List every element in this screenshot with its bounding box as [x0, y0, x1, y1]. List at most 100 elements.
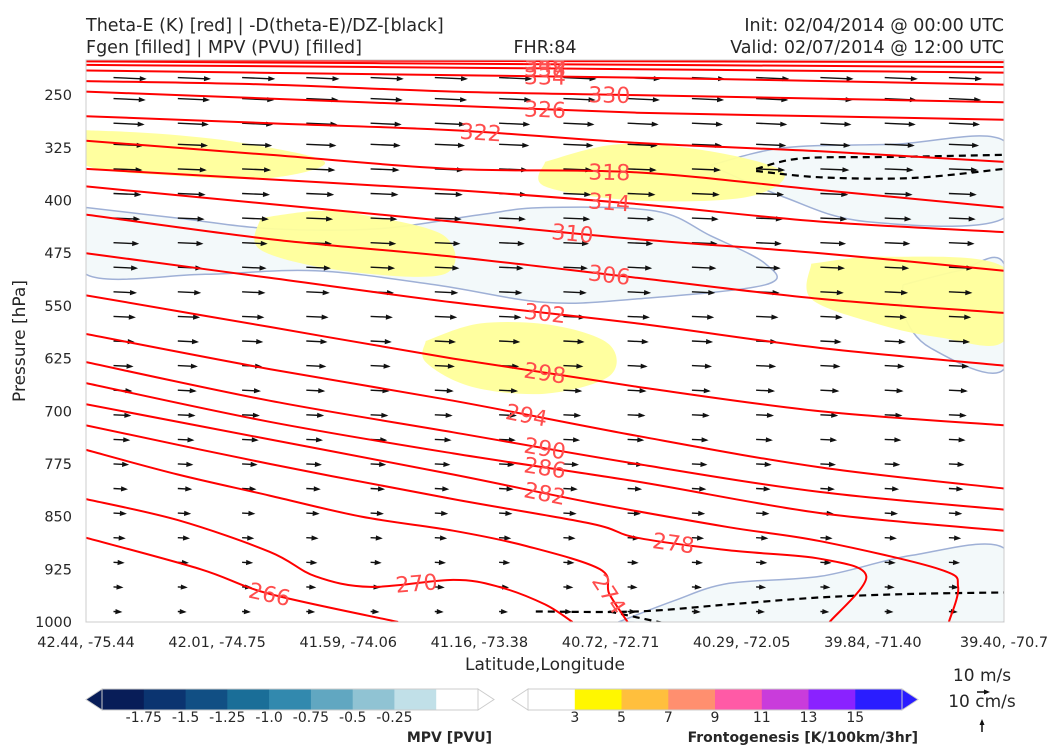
wind-vector — [242, 142, 273, 148]
wind-vector — [242, 437, 259, 443]
wind-vector — [177, 609, 187, 615]
wind-vector — [691, 388, 711, 394]
wind-vector — [113, 76, 147, 82]
wind-vector — [627, 191, 656, 197]
wind-vector — [563, 290, 587, 296]
wind-vector — [627, 510, 641, 516]
y-axis-label: Pressure [hPa] — [10, 280, 30, 402]
wind-vector — [434, 609, 444, 615]
wind-vector — [242, 609, 251, 615]
mpv-colorbar-swatch — [185, 689, 228, 710]
wind-vector — [563, 486, 578, 492]
wind-vector — [306, 584, 317, 590]
wind-vector — [370, 97, 403, 103]
theta-e-contour-298 — [86, 294, 1004, 427]
wind-vector — [434, 290, 459, 296]
wind-vector — [306, 412, 325, 418]
theta-e-contour-270 — [86, 498, 574, 622]
wind-vector — [948, 216, 976, 222]
wind-vector — [756, 535, 769, 541]
theta-e-label-text: 278 — [651, 529, 696, 559]
wind-vector — [370, 609, 380, 615]
y-tick-label: 925 — [44, 562, 72, 578]
wind-vector — [370, 510, 384, 516]
wind-vector — [113, 290, 137, 296]
wind-vector — [306, 363, 327, 369]
fgen-colorbar-outline — [527, 688, 903, 711]
wind-vector — [884, 363, 905, 369]
wind-vector — [756, 265, 781, 271]
theta-e-label: 278 — [651, 529, 696, 559]
wind-vector — [820, 265, 845, 271]
wind-vector — [434, 510, 449, 516]
wind-vector — [242, 388, 261, 394]
wind-vector — [820, 363, 841, 369]
wind-vector — [884, 265, 910, 271]
wind-vector — [884, 167, 914, 173]
theta-e-label: 334 — [524, 65, 566, 91]
wind-vector — [499, 535, 512, 541]
wind-vector — [177, 97, 210, 103]
wind-vector — [691, 314, 715, 320]
wind-vector — [242, 535, 255, 541]
wind-vector — [884, 290, 909, 296]
vector-key-horizontal-arrowhead — [984, 689, 990, 695]
theta-e-label-text: 334 — [524, 65, 566, 91]
x-tick-label: 40.72, -72.71 — [562, 635, 659, 651]
wind-vector — [113, 609, 123, 615]
wind-vector — [242, 290, 266, 296]
wind-vector — [627, 339, 649, 345]
theta-e-label: 342 — [524, 60, 566, 78]
theta-e-label-text: 270 — [395, 570, 439, 598]
theta-e-label: 326 — [523, 97, 566, 124]
wind-vector — [177, 240, 204, 247]
wind-vector — [370, 363, 391, 369]
wind-vector — [177, 142, 208, 148]
wind-vector — [306, 76, 340, 82]
wind-vector — [177, 290, 202, 296]
wind-vector — [499, 486, 514, 492]
wind-vector — [306, 314, 329, 320]
wind-vector — [499, 76, 533, 82]
wind-vector — [691, 559, 703, 566]
wind-vector — [113, 121, 145, 127]
theta-e-contour-286 — [86, 382, 1004, 532]
plot-area: 266 270 2742782822862902942983023063103143… — [86, 50, 1004, 622]
wind-vector — [434, 97, 468, 103]
mpv-colorbar-tick-label: -0.5 — [339, 710, 366, 726]
wind-vector — [242, 76, 276, 82]
theta-e-label: 306 — [587, 261, 632, 291]
wind-vector — [820, 339, 842, 345]
wind-vector — [434, 240, 461, 247]
wind-vector — [306, 461, 322, 467]
mpv-colorbar-swatch — [227, 689, 270, 710]
stability-contour-3 — [609, 610, 665, 622]
wind-vector — [434, 216, 462, 222]
wind-vector — [563, 510, 577, 516]
wind-vector — [113, 363, 134, 369]
wind-vector — [563, 461, 579, 467]
y-axis-ticks: 250 325 400 475 550 625 700 775 850 925 1000 — [35, 88, 72, 631]
wind-vector — [113, 535, 126, 541]
plot-frame — [85, 59, 1005, 623]
wind-vector — [370, 339, 392, 345]
wind-vector — [370, 559, 382, 566]
theta-e-label: 270 — [395, 570, 439, 598]
wind-vector — [113, 510, 127, 516]
wind-vector — [756, 584, 767, 590]
wind-vector — [306, 559, 318, 566]
wind-vector — [370, 240, 397, 247]
mpv-colorbar-outline — [101, 688, 479, 711]
wind-vector — [434, 76, 468, 82]
wind-vector — [177, 314, 201, 320]
wind-vector — [820, 535, 833, 541]
theta-e-contour-342 — [86, 60, 1004, 68]
wind-vector — [820, 314, 843, 320]
wind-vector — [563, 388, 583, 394]
theta-e-label-text: 346 — [524, 50, 566, 75]
wind-vector — [177, 437, 195, 443]
theta-e-contour-334 — [86, 69, 1004, 86]
wind-vector — [756, 314, 779, 320]
title-line-2: Fgen [filled] | MPV (PVU) [filled] — [86, 38, 362, 58]
wind-vector — [756, 363, 777, 369]
